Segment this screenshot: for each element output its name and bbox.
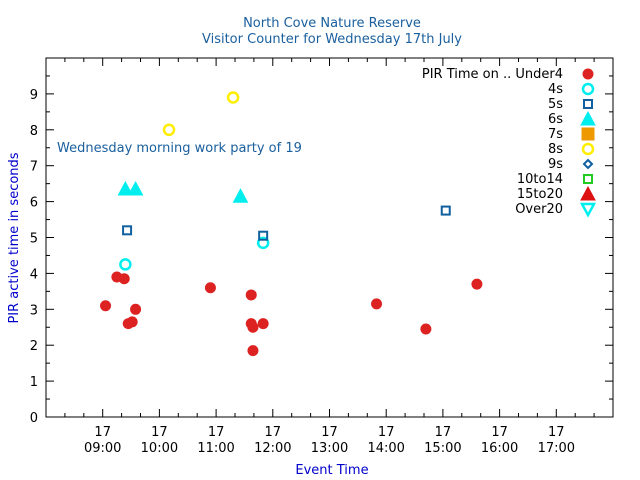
y-tick-labels: 0 1 2 3 4 5 6 7 8 9: [30, 88, 38, 426]
x-tick-time-label: 11:00: [197, 441, 234, 456]
y-tick-label: 7: [30, 160, 38, 175]
legend-label-5s: 5s: [548, 97, 563, 112]
chart-title: North Cove Nature Reserve: [243, 16, 421, 31]
y-tick-label: 5: [30, 232, 38, 247]
data-point-5s: [258, 230, 269, 241]
x-tick-day-label: 17: [491, 425, 508, 440]
chart-subtitle: Visitor Counter for Wednesday 17th July: [202, 32, 462, 47]
legend-label-over20: Over20: [515, 202, 563, 217]
data-point-5s: [122, 225, 133, 236]
y-tick-label: 9: [30, 88, 38, 103]
legend-label-10to14: 10to14: [517, 172, 563, 187]
data-point-under4: [245, 289, 257, 301]
y-tick-label: 1: [30, 375, 38, 390]
y-tick-label: 4: [30, 267, 38, 282]
x-tick-time-label: 13:00: [311, 441, 348, 456]
x-tick-day-label: 17: [94, 425, 111, 440]
data-point-under4: [126, 316, 138, 328]
x-tick-time-label: 10:00: [141, 441, 178, 456]
legend-marker-over20: [579, 202, 597, 218]
data-point-8s: [162, 123, 176, 137]
legend-label-7s: 7s: [548, 127, 563, 142]
legend-label-9s: 9s: [548, 157, 563, 172]
legend-marker-5s: [583, 99, 593, 109]
data-point-under4: [257, 318, 269, 330]
x-tick-day-label: 17: [548, 425, 565, 440]
x-tick-day-label: 17: [265, 425, 282, 440]
data-point-under4: [420, 323, 432, 335]
legend-marker-15to20: [580, 185, 596, 201]
x-tick-time-label: 14:00: [367, 441, 404, 456]
data-point-under4: [118, 273, 130, 285]
data-point-under4: [371, 298, 383, 310]
annotation-work-party: Wednesday morning work party of 19: [57, 141, 302, 156]
legend-label-6s: 6s: [548, 112, 563, 127]
data-point-under4: [204, 282, 216, 294]
legend-label-8s: 8s: [548, 142, 563, 157]
y-tick-label: 0: [30, 411, 38, 426]
legend-marker-8s: [581, 142, 595, 156]
x-tick-labels: 1709:001710:001711:001712:001713:001714:…: [84, 425, 575, 456]
plot-area-frame: [45, 57, 614, 418]
legend-marker-6s: [580, 110, 596, 126]
x-tick-day-label: 17: [151, 425, 168, 440]
data-point-5s: [440, 205, 451, 216]
data-point-under4: [247, 345, 259, 357]
y-tick-label: 2: [30, 339, 38, 354]
x-tick-day-label: 17: [378, 425, 395, 440]
legend-marker-9s: [582, 158, 594, 170]
legend-marker-4s: [581, 82, 595, 96]
axis-ticks: [46, 58, 613, 418]
x-tick-time-label: 16:00: [481, 441, 518, 456]
legend-label-under4: PIR Time on .. Under4: [422, 67, 563, 82]
legend-marker-7s: [581, 127, 595, 141]
x-tick-day-label: 17: [435, 425, 452, 440]
data-point-6s: [232, 188, 249, 203]
legend: PIR Time on .. Under44s5s6s7s8s9s10to141…: [422, 67, 597, 218]
y-tick-label: 6: [30, 196, 38, 211]
y-axis-label: PIR active time in seconds: [7, 152, 22, 323]
data-point-4s: [119, 258, 132, 271]
data-points: [100, 91, 483, 357]
x-tick-day-label: 17: [321, 425, 338, 440]
y-tick-label: 8: [30, 124, 38, 139]
legend-marker-under4: [582, 68, 594, 80]
data-point-8s: [226, 91, 240, 104]
legend-label-15to20: 15to20: [517, 187, 563, 202]
data-point-6s: [117, 180, 134, 196]
data-point-4s: [256, 236, 270, 250]
legend-marker-10to14: [583, 174, 593, 184]
data-point-under4: [100, 300, 112, 312]
y-tick-label: 3: [30, 303, 38, 318]
x-tick-time-label: 12:00: [254, 441, 291, 456]
x-tick-time-label: 09:00: [84, 441, 121, 456]
x-tick-time-label: 17:00: [538, 441, 575, 456]
legend-label-4s: 4s: [548, 82, 563, 97]
data-point-under4: [130, 303, 142, 315]
data-point-under4: [247, 321, 259, 333]
x-axis-label: Event Time: [295, 463, 368, 478]
data-point-6s: [127, 180, 144, 196]
x-tick-time-label: 15:00: [424, 441, 461, 456]
x-tick-day-label: 17: [208, 425, 225, 440]
data-point-under4: [471, 278, 483, 290]
